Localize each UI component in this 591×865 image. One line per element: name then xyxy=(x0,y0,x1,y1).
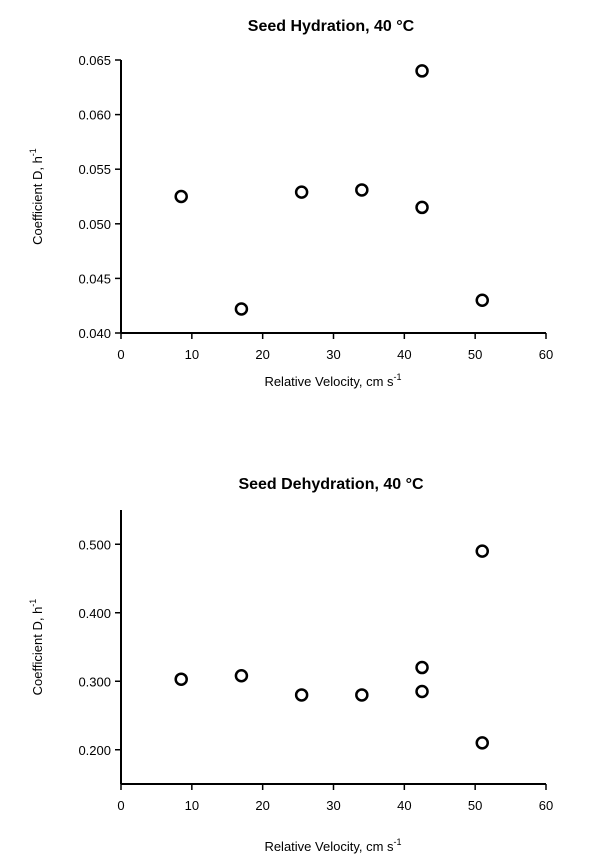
x-tick-label: 10 xyxy=(185,347,199,362)
x-tick-label: 40 xyxy=(397,798,411,813)
y-tick-label: 0.400 xyxy=(78,606,111,621)
y-tick-label: 0.060 xyxy=(78,108,111,123)
data-point xyxy=(475,293,489,307)
x-tick-label: 0 xyxy=(117,798,124,813)
data-point xyxy=(234,669,249,683)
x-tick-label: 50 xyxy=(468,347,482,362)
y-tick-label: 0.050 xyxy=(78,217,111,232)
y-tick-label: 0.045 xyxy=(78,271,111,286)
x-tick-label: 20 xyxy=(255,798,269,813)
chart-title: Seed Dehydration, 40 °C xyxy=(238,476,424,493)
x-tick-label: 60 xyxy=(539,798,553,813)
y-tick-label: 0.300 xyxy=(78,674,111,689)
chart-title: Seed Hydration, 40 °C xyxy=(248,18,415,35)
x-axis-label: Relative Velocity, cm s-1 xyxy=(264,837,401,854)
x-tick-label: 20 xyxy=(255,347,269,362)
y-tick-label: 0.200 xyxy=(78,743,111,758)
x-tick-label: 30 xyxy=(326,347,340,362)
data-point xyxy=(294,688,309,702)
data-point xyxy=(355,688,369,702)
x-tick-label: 30 xyxy=(326,798,340,813)
data-point xyxy=(234,302,249,316)
x-tick-label: 10 xyxy=(185,798,199,813)
data-point xyxy=(475,544,489,558)
data-point xyxy=(355,183,369,197)
y-tick-label: 0.040 xyxy=(78,326,111,341)
y-tick-label: 0.055 xyxy=(78,162,111,177)
data-point xyxy=(475,736,489,750)
data-point xyxy=(415,64,429,78)
data-point xyxy=(294,185,309,199)
y-axis-label: Coefficient D, h-1 xyxy=(28,148,45,245)
x-axis-label: Relative Velocity, cm s-1 xyxy=(264,372,401,389)
data-point xyxy=(174,189,188,204)
x-tick-label: 0 xyxy=(117,347,124,362)
y-tick-label: 0.065 xyxy=(78,53,111,68)
x-tick-label: 60 xyxy=(539,347,553,362)
y-axis-label: Coefficient D, h-1 xyxy=(28,599,45,696)
x-tick-label: 40 xyxy=(397,347,411,362)
chart-2: Seed Dehydration, 40 °C 0 10 20 30 40 50 60 0.20… xyxy=(28,476,553,854)
data-point xyxy=(415,200,429,215)
x-tick-label: 50 xyxy=(468,798,482,813)
data-point xyxy=(415,660,429,675)
y-tick-label: 0.500 xyxy=(78,537,111,552)
data-point xyxy=(415,684,429,699)
data-point xyxy=(174,672,188,686)
chart-1: Seed Hydration, 40 °C 0 10 20 30 40 50 60 0.040 0… xyxy=(28,18,553,389)
